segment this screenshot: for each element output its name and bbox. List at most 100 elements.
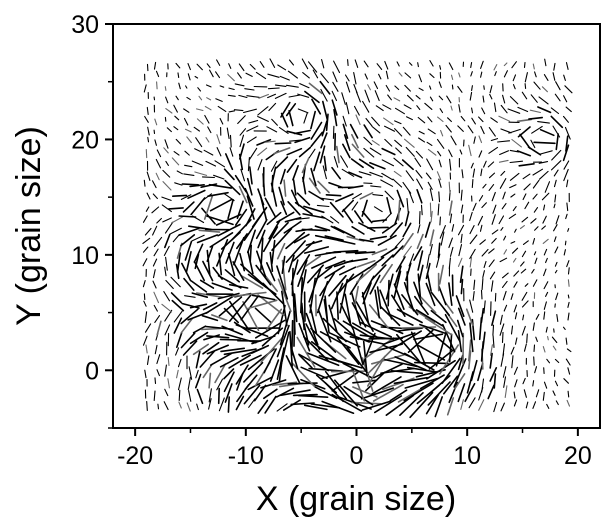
vector-segment-199	[511, 355, 514, 369]
vector-segment-270	[382, 332, 416, 346]
vector-segment-333	[187, 311, 209, 321]
vector-segment-1043	[332, 125, 335, 139]
vector-segment-742	[182, 201, 195, 213]
vector-segment-431	[362, 282, 372, 305]
vector-segment-1096	[460, 115, 466, 122]
vector-segment-928	[414, 157, 422, 167]
vector-segment-699	[162, 217, 172, 223]
vector-segment-599	[402, 245, 412, 258]
vector-segment-531	[554, 269, 558, 274]
vector-segment-1060	[508, 128, 521, 134]
vector-segment-734	[530, 218, 537, 224]
vector-segment-124	[156, 369, 160, 377]
vector-segment-292	[192, 325, 207, 334]
vector-segment-746	[227, 199, 234, 220]
vector-segment-295	[221, 325, 244, 336]
vector-segment-936	[498, 159, 509, 163]
vector-segment-724	[430, 210, 433, 223]
vector-segment-1003	[343, 134, 351, 151]
vector-segment-1010	[418, 137, 426, 143]
vector-segment-853	[488, 184, 495, 191]
vector-segment-107	[393, 376, 429, 385]
vector-segment-1277	[206, 63, 211, 69]
vector-segment-197	[489, 352, 493, 369]
vector-segment-229	[382, 344, 415, 360]
vector-segment-1292	[363, 60, 369, 68]
vector-segment-378	[228, 293, 252, 323]
vector-segment-460	[228, 283, 249, 289]
vector-segment-71	[457, 383, 466, 403]
vector-segment-600	[413, 246, 423, 261]
vector-segment-944	[156, 149, 162, 158]
vector-segment-625	[247, 229, 256, 254]
vector-segment-782	[172, 194, 188, 197]
vector-segment-1047	[371, 125, 381, 134]
vector-segment-733	[521, 216, 529, 223]
vector-segment-656	[144, 227, 152, 236]
vector-segment-903	[155, 158, 162, 169]
vector-segment-601	[429, 243, 433, 256]
vector-segment-453	[165, 279, 174, 290]
vector-segment-152	[441, 357, 461, 384]
vector-segment-914	[270, 160, 278, 172]
vector-segment-643	[440, 231, 445, 246]
vector-segment-172	[219, 356, 239, 368]
vector-segment-779	[146, 192, 151, 200]
vector-segment-337	[229, 300, 250, 331]
vector-segment-377	[218, 296, 243, 317]
vector-segment-1250	[353, 72, 357, 85]
vector-segment-546	[281, 255, 286, 275]
vector-segment-32	[478, 399, 485, 411]
vector-segment-655	[564, 240, 567, 246]
vector-segment-382	[280, 290, 288, 327]
vector-segment-1045	[349, 123, 359, 139]
vector-segment-1246	[312, 69, 319, 79]
vector-segment-1193	[185, 85, 188, 89]
vector-segment-108	[404, 377, 439, 389]
vector-segment-1262	[480, 71, 483, 78]
vector-segment-997	[274, 142, 292, 145]
vector-segment-313	[401, 326, 437, 329]
vector-segment-339	[254, 307, 273, 324]
vector-segment-1274	[175, 62, 181, 69]
vector-segment-65	[389, 389, 408, 402]
vector-segment-1119	[268, 102, 277, 112]
vector-segment-614	[563, 249, 566, 256]
vector-segment-165	[156, 354, 161, 365]
vector-segment-1241	[255, 71, 267, 80]
vector-segment-855	[509, 184, 517, 189]
vector-segment-260	[290, 319, 294, 357]
vector-segment-494	[164, 266, 167, 277]
vector-segment-694	[541, 225, 546, 230]
vector-segment-1054	[445, 124, 452, 133]
vector-segment-35	[513, 399, 518, 407]
vector-segment-37	[532, 401, 537, 409]
vector-segment-271	[391, 330, 423, 350]
vector-segment-578	[184, 240, 193, 261]
vector-segment-1097	[471, 117, 476, 125]
vector-segment-589	[292, 240, 315, 262]
vector-segment-1082	[310, 110, 317, 130]
vector-segment-822	[162, 181, 172, 191]
vector-segment-330	[164, 309, 173, 322]
vector-segment-999	[294, 136, 311, 144]
vector-segment-649	[503, 235, 507, 241]
vector-segment-802	[384, 190, 394, 201]
vector-segment-1000	[310, 131, 324, 148]
vector-segment-1040	[293, 129, 311, 135]
vector-segment-1072	[204, 114, 210, 124]
vector-segment-178	[290, 348, 299, 370]
vector-segment-328	[144, 311, 148, 324]
vector-segment-713	[302, 213, 326, 219]
vector-segment-881	[348, 171, 363, 179]
vector-segment-644	[448, 237, 453, 249]
vector-segment-307	[342, 320, 374, 340]
vector-segment-1217	[438, 81, 442, 88]
vector-segment-634	[337, 239, 356, 245]
vector-segment-1001	[320, 132, 328, 149]
vector-segment-394	[401, 294, 419, 316]
vector-segment-401	[483, 300, 486, 314]
vector-segment-16	[303, 404, 328, 411]
vector-segment-1	[157, 403, 160, 410]
vector-segment-127	[188, 366, 193, 380]
